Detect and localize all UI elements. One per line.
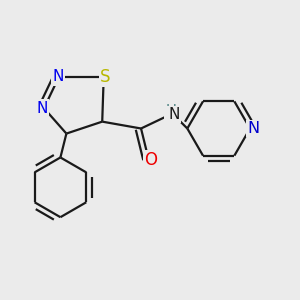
Text: N: N [247,121,259,136]
Text: H: H [166,104,176,119]
Text: N: N [37,101,48,116]
Text: N: N [168,107,180,122]
Text: S: S [100,68,110,86]
Text: N: N [52,69,64,84]
Text: O: O [144,152,158,169]
